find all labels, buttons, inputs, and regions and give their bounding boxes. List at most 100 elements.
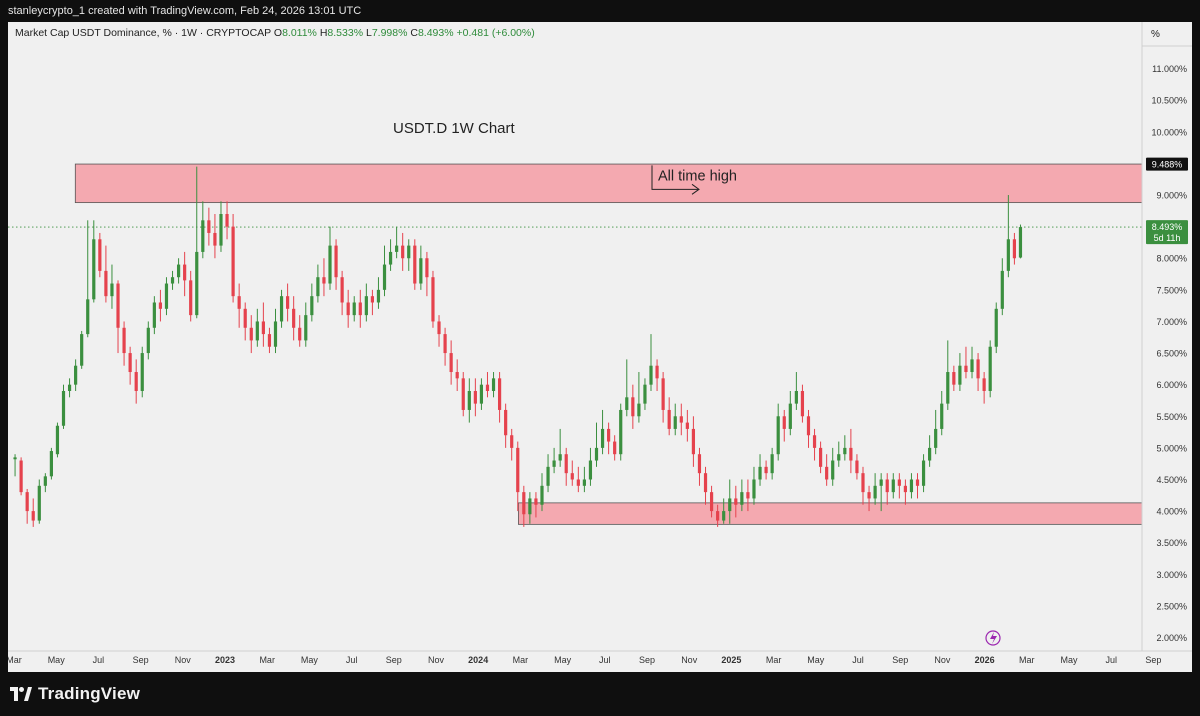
candle: [340, 270, 344, 316]
candle-body: [98, 239, 102, 271]
x-tick-label: Mar: [513, 655, 529, 665]
candle-body: [74, 365, 78, 385]
candle: [952, 365, 956, 391]
candle: [928, 435, 932, 467]
candle-body: [758, 466, 762, 480]
candle: [467, 378, 471, 423]
candle-body: [176, 264, 181, 278]
candle-body: [431, 277, 435, 322]
candle: [219, 201, 223, 252]
x-tick-label: Nov: [428, 655, 445, 665]
candle: [655, 359, 659, 391]
candle: [437, 315, 441, 347]
candle-body: [637, 403, 641, 417]
candle-body: [425, 258, 429, 278]
candle: [13, 454, 17, 477]
candle-body: [582, 479, 586, 486]
candle: [19, 457, 23, 496]
candle-body: [61, 390, 66, 426]
candle: [818, 441, 823, 474]
candle-body: [310, 296, 314, 316]
candle-body: [273, 321, 278, 347]
y-tick-label: 7.500%: [1156, 285, 1187, 295]
y-tick-label: 3.000%: [1156, 570, 1187, 580]
candle-body: [49, 451, 53, 477]
candle-body: [970, 359, 974, 373]
candle-body: [19, 460, 23, 493]
x-tick-label: Mar: [259, 655, 275, 665]
y-tick-label: 3.500%: [1156, 538, 1187, 548]
candle-body: [613, 441, 617, 455]
candle: [921, 454, 926, 493]
x-tick-label: May: [1060, 655, 1078, 665]
tradingview-logo[interactable]: TradingView: [10, 683, 140, 705]
low-value: 7.998%: [371, 27, 408, 39]
candle: [176, 258, 181, 284]
candle-body: [334, 245, 338, 278]
candle-body: [455, 372, 459, 379]
candle-body: [219, 213, 223, 246]
x-tick-label: 2023: [215, 655, 235, 665]
candle-body: [104, 270, 108, 297]
candle: [201, 201, 205, 259]
candle: [607, 422, 611, 455]
candle: [958, 353, 962, 391]
candle: [298, 315, 302, 347]
candle-body: [510, 435, 514, 448]
chart-canvas[interactable]: USDT.D 1W Chart All time high % 11.000% 10.…: [8, 22, 1192, 672]
candle-body: [806, 416, 811, 436]
candle: [697, 447, 702, 486]
candle-body: [528, 498, 532, 515]
candle: [782, 409, 786, 442]
support-zone: [517, 502, 1143, 525]
candle: [431, 270, 435, 328]
candle-body: [825, 466, 829, 480]
candle: [788, 390, 792, 436]
chart-title: USDT.D 1W Chart: [393, 120, 516, 137]
y-tick-label: 10.000%: [1151, 127, 1187, 137]
candle-body: [443, 334, 447, 354]
y-tick-label: 9.000%: [1156, 191, 1187, 201]
candle: [673, 403, 677, 436]
candle: [613, 435, 617, 461]
candle: [964, 346, 968, 379]
candle: [189, 270, 193, 322]
lightning-icon-bolt: [990, 632, 997, 644]
chart-frame[interactable]: USDT.D 1W Chart All time high % 11.000% 10.…: [8, 22, 1192, 672]
candle-body: [800, 390, 805, 417]
candle-body: [13, 457, 17, 460]
candle: [867, 485, 871, 512]
candle: [146, 321, 150, 360]
candle: [637, 372, 641, 423]
candle-body: [552, 460, 556, 467]
candle: [382, 245, 387, 297]
candle-body: [467, 390, 471, 410]
candle-body: [413, 245, 417, 284]
x-tick-label: 2024: [468, 655, 488, 665]
candle-body: [703, 473, 708, 493]
candle: [619, 403, 623, 461]
candle: [86, 220, 90, 338]
last-price-label: 8.493%: [1152, 222, 1183, 232]
candle: [346, 289, 350, 328]
candle-body: [534, 498, 538, 505]
ath-arrow-head: [691, 183, 700, 195]
candle: [891, 473, 895, 499]
top-bar: stanleycrypto_1 created with TradingView…: [0, 0, 1200, 22]
candle: [213, 213, 217, 259]
candle-body: [140, 353, 144, 391]
candle: [164, 277, 169, 316]
candle: [940, 390, 944, 436]
candle-body: [776, 416, 780, 455]
y-tick-label: 6.000%: [1156, 380, 1187, 390]
candle-body: [716, 511, 720, 521]
candle-body: [1006, 239, 1010, 271]
candle-body: [279, 296, 284, 322]
candle: [546, 454, 550, 493]
candle-body: [231, 226, 235, 297]
candle: [734, 485, 738, 518]
candle: [49, 447, 53, 480]
candle: [358, 289, 362, 328]
candle-body: [370, 296, 375, 303]
candle-body: [358, 302, 362, 316]
